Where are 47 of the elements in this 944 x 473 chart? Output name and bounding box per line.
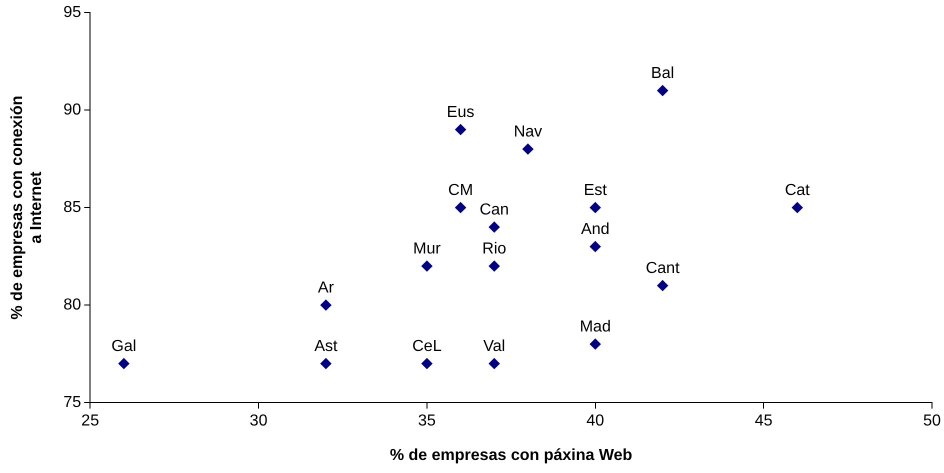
x-tick-label: 35 [418, 412, 436, 430]
point [421, 358, 432, 370]
y-axis-title: % de empresas con conexión a Internet [9, 96, 46, 320]
annotation: Rio [482, 240, 506, 258]
x-tick-label: 40 [586, 412, 604, 430]
x-tick-label: 50 [923, 412, 941, 430]
point [792, 202, 803, 214]
point [320, 300, 332, 311]
x-tick-label: 25 [81, 412, 100, 430]
point [455, 202, 466, 214]
annotation: Mur [413, 240, 442, 258]
point [590, 241, 601, 252]
annotation: Eus [446, 104, 474, 122]
point [320, 358, 332, 370]
point [118, 358, 130, 370]
annotation: Mad [580, 318, 611, 336]
annotation: Ast [314, 338, 338, 356]
point [590, 338, 601, 350]
point [488, 358, 500, 370]
y-tick-label: 75 [63, 394, 82, 412]
point [657, 85, 668, 96]
annotation: Bal [651, 65, 674, 82]
annotation: Cant [646, 260, 680, 278]
annotation: CM [448, 182, 474, 200]
point [590, 202, 601, 214]
annotation: CeL [412, 338, 442, 356]
point [522, 144, 534, 155]
y-tick-label: 95 [63, 4, 82, 22]
x-tick-label: 45 [754, 412, 773, 430]
point [488, 260, 500, 272]
x-tick-label: 30 [250, 412, 268, 430]
annotation: Can [480, 202, 509, 219]
annotation: Est [584, 182, 608, 200]
annotation: Ar [318, 280, 335, 297]
point [488, 222, 500, 233]
annotation: Val [483, 338, 506, 356]
annotation: And [581, 221, 610, 238]
annotation: Cat [784, 182, 810, 200]
point [455, 124, 466, 136]
annotation: Nav [514, 124, 542, 141]
y-tick-label: 90 [63, 102, 82, 119]
y-tick-label: 80 [63, 296, 82, 314]
point [657, 280, 668, 292]
point [421, 260, 432, 272]
annotation: Gal [111, 338, 136, 356]
x-axis-title: % de empresas con páxina Web [390, 446, 633, 464]
y-tick-label: 85 [63, 199, 82, 216]
